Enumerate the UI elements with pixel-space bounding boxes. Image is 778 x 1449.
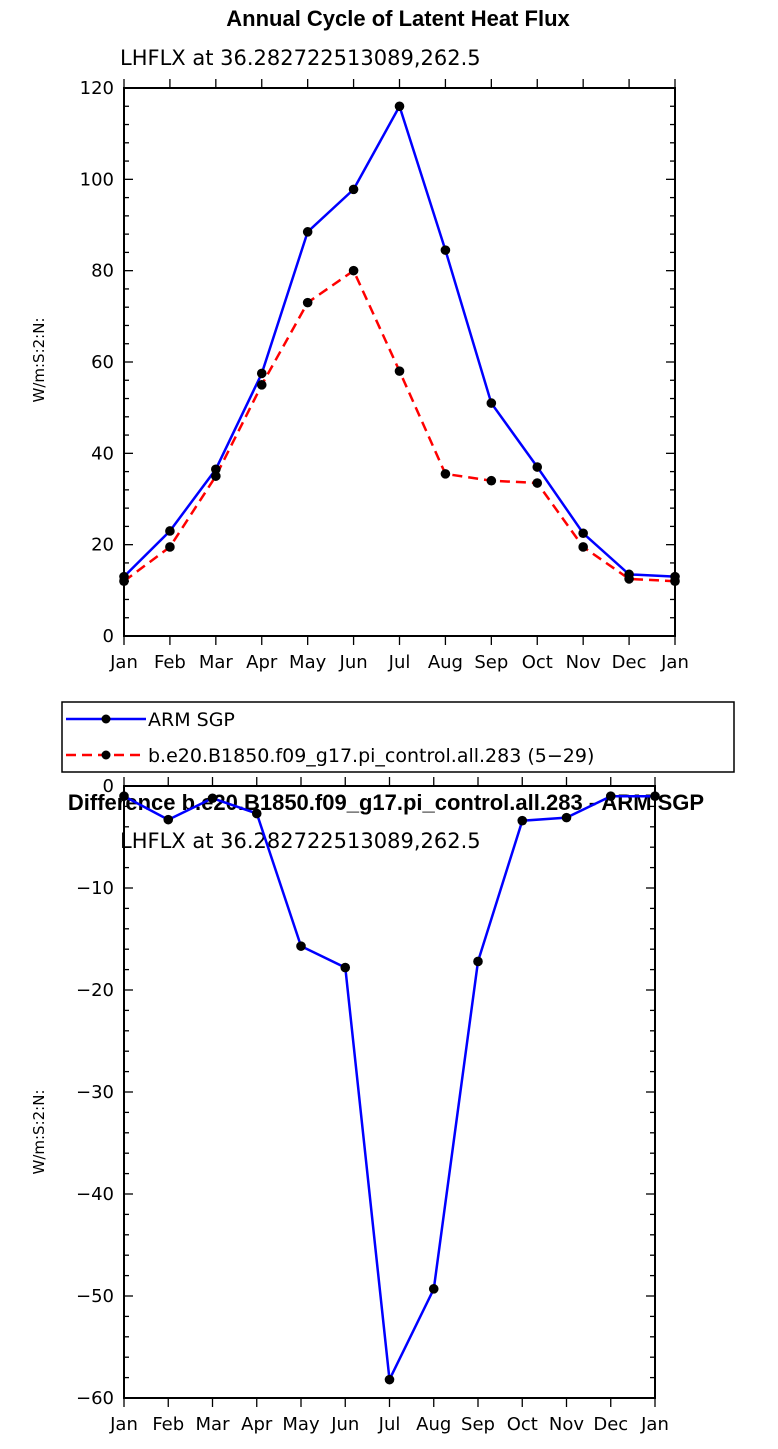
chart2-xtick-label: Aug [416, 1414, 451, 1435]
chart1-point-1 [532, 478, 543, 488]
chart2-frame [123, 785, 656, 1399]
legend-marker-arm-sgp [101, 714, 111, 724]
chart1-point-0 [578, 528, 588, 539]
chart1-xtick-label: Nov [566, 652, 601, 673]
chart2-ytick-label: −40 [76, 1184, 114, 1205]
chart1-ytick-label: 0 [103, 626, 114, 647]
chart1-xtick-label: Jun [339, 652, 368, 673]
chart1-point-1 [302, 297, 313, 308]
chart2-xtick-label: Nov [549, 1414, 584, 1435]
chart1-point-1 [440, 469, 451, 479]
chart2-ytick-label: 0 [103, 776, 114, 797]
chart2-xtick-label: Mar [196, 1414, 231, 1435]
chart1-xtick-label: Mar [199, 652, 234, 673]
chart1-ytick-label: 20 [91, 535, 114, 556]
chart1-point-0 [165, 526, 175, 536]
chart1-xtick-label: Jan [109, 652, 138, 673]
chart1-subtitle: LHFLX at 36.282722513089,262.5 [120, 46, 481, 70]
chart1-frame [123, 87, 676, 637]
chart2-point-0 [517, 815, 528, 826]
chart2-point-0 [561, 812, 572, 823]
chart2-point-0 [163, 814, 174, 825]
legend-marker-model [101, 750, 111, 760]
chart1-point-0 [394, 101, 405, 112]
chart2-point-0 [428, 1284, 439, 1294]
legend-label-arm-sgp: ARM SGP [148, 709, 235, 731]
chart2-subtitle: LHFLX at 36.282722513089,262.5 [120, 829, 481, 853]
chart1-ytick-label: 60 [91, 352, 114, 373]
chart1-series-line-0 [123, 103, 676, 578]
chart2-point-0 [207, 793, 218, 804]
chart1-ytick-label: 100 [80, 169, 114, 190]
chart2-point-0 [251, 808, 262, 819]
chart1-point-1 [394, 366, 405, 376]
chart2-plot: −60 −50 −40 −30 −20 −10 0 Jan Feb Mar Apr May Jun Jul… [76, 776, 669, 1435]
chart1-point-1 [348, 265, 359, 276]
chart1-point-1 [578, 542, 588, 552]
chart2-xtick-label: May [282, 1414, 320, 1435]
chart2-ytick-label: −30 [76, 1082, 114, 1103]
chart2-xtick-label: Jan [109, 1414, 138, 1435]
chart2-xtick-label: Sep [461, 1414, 495, 1435]
chart1-ylabel: W/m:S:2:N: [30, 318, 48, 403]
chart2-xtick-label: Feb [152, 1414, 184, 1435]
chart2-ytick-label: −10 [76, 878, 114, 899]
chart2-xtick-label: Apr [241, 1414, 273, 1435]
chart2-point-0 [473, 956, 483, 967]
chart1-plot: 0 20 40 60 80 100 120 Jan Feb Mar Apr May Jun Jul Aug S… [80, 78, 689, 673]
chart1-xtick-label: Apr [246, 652, 278, 673]
chart2-series-line-0 [123, 794, 655, 1385]
chart1-point-0 [486, 398, 497, 408]
chart2-ytick-label: −20 [76, 980, 114, 1001]
chart1-point-1 [486, 475, 497, 486]
legend-box [61, 701, 735, 773]
chart1-point-0 [211, 464, 221, 475]
chart2-xtick-label: Jan [640, 1414, 669, 1435]
chart1-ytick-label: 40 [91, 443, 114, 464]
chart1-point-1 [165, 542, 175, 552]
chart1-ytick-label: 80 [91, 261, 114, 282]
chart1-point-1 [624, 574, 634, 584]
chart2-point-0 [296, 941, 306, 951]
chart2-xtick-label: Jun [330, 1414, 359, 1435]
legend-label-model: b.e20.B1850.f09_g17.pi_control.all.283 (… [148, 745, 594, 767]
chart2-ylabel: W/m:S:2:N: [30, 1090, 48, 1175]
chart1-point-1 [211, 471, 221, 481]
chart1-xtick-label: Feb [154, 652, 186, 673]
chart1-point-0 [302, 227, 313, 237]
chart1-point-0 [256, 368, 267, 379]
chart1-point-1 [670, 576, 680, 586]
chart2-ytick-label: −50 [76, 1286, 114, 1307]
chart1-xtick-label: Sep [474, 652, 508, 673]
chart1-series-line-1 [123, 268, 676, 583]
chart2-xtick-label: Dec [593, 1414, 628, 1435]
chart1-point-0 [348, 184, 359, 195]
chart1-point-0 [440, 245, 451, 255]
chart2-xtick-label: Oct [507, 1414, 538, 1435]
chart2-point-0 [119, 791, 129, 801]
chart1-ytick-label: 120 [80, 78, 114, 99]
chart1-xtick-label: Jan [660, 652, 689, 673]
chart2-xtick-label: Jul [378, 1414, 401, 1435]
chart1-title: Annual Cycle of Latent Heat Flux [226, 6, 570, 31]
chart1-xtick-label: Oct [522, 652, 553, 673]
chart1-xtick-label: Aug [428, 652, 463, 673]
chart1-point-0 [532, 462, 543, 472]
chart2-point-0 [605, 791, 616, 801]
chart2-point-0 [384, 1374, 395, 1385]
chart1-xtick-label: May [289, 652, 327, 673]
chart1-xtick-label: Jul [388, 652, 411, 673]
chart2-point-0 [340, 962, 351, 973]
chart1-point-1 [119, 576, 129, 586]
chart1-point-1 [256, 380, 267, 390]
chart1-xtick-label: Dec [612, 652, 647, 673]
chart2-ytick-label: −60 [76, 1388, 114, 1409]
chart2-point-0 [650, 791, 660, 801]
